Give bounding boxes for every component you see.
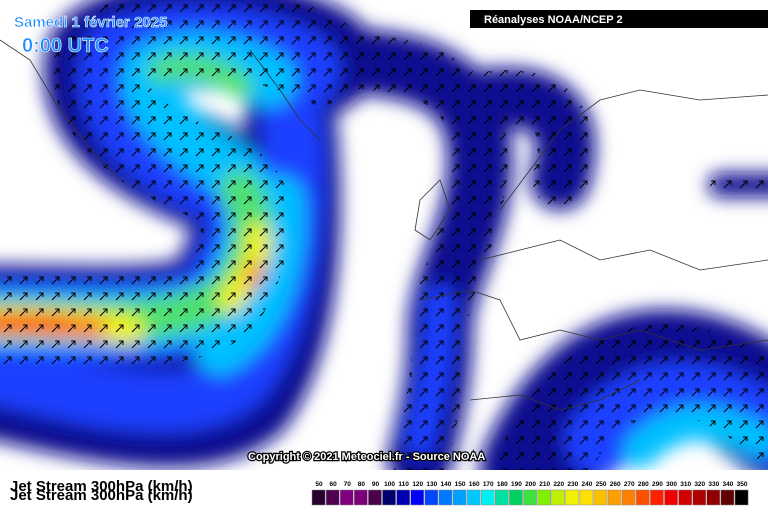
scale-label: 230 (567, 481, 578, 488)
scale-swatch (636, 489, 650, 506)
scale-swatch (551, 489, 566, 506)
color-scale: 50 60 70 80 90 100 110 120 130 140 150 160 170 180 190… (311, 481, 749, 506)
scale-label: 340 (723, 481, 734, 488)
scale-swatch (382, 489, 396, 506)
scale-label: 170 (483, 481, 494, 488)
scale-swatch (579, 489, 594, 506)
scale-swatch (438, 489, 453, 506)
source-text: Réanalyses NOAA/NCEP 2 (484, 14, 623, 26)
time-title: 0:00 UTC (22, 35, 109, 57)
scale-label: 240 (582, 481, 593, 488)
scale-swatch (466, 489, 481, 506)
scale-label: 160 (469, 481, 480, 488)
scale-swatch (593, 489, 608, 506)
coastlines (0, 39, 768, 411)
scale-label: 260 (610, 481, 621, 488)
scale-label: 290 (652, 481, 663, 488)
date-title: Samedi 1 février 2025 (14, 14, 167, 31)
scale-label: 140 (441, 481, 452, 488)
scale-label: 220 (553, 481, 564, 488)
legend-title-shadow: Jet Stream 300hPa (km/h) (10, 487, 193, 504)
legend-title: Jet Stream 300hPa (km/h) (10, 478, 193, 495)
scale-swatch (607, 489, 622, 506)
scale-swatch (311, 489, 326, 506)
scale-swatch (565, 489, 580, 506)
wind-arrows (0, 0, 768, 470)
scale-label: 210 (539, 481, 550, 488)
scale-label: 130 (426, 481, 437, 488)
scale-swatch (396, 489, 410, 506)
scale-swatch (509, 489, 523, 506)
scale-label: 270 (624, 481, 635, 488)
scale-label: 70 (344, 481, 352, 488)
scale-label: 190 (511, 481, 522, 488)
scale-label: 90 (372, 481, 380, 488)
copyright: Copyright © 2021 Meteociel.fr - Source N… (248, 451, 485, 463)
scale-swatch (410, 489, 425, 506)
scale-swatch (678, 489, 692, 506)
scale-label: 280 (638, 481, 649, 488)
scale-label: 120 (412, 481, 423, 488)
scale-label: 50 (315, 481, 323, 488)
scale-swatch (480, 489, 495, 506)
scale-label: 100 (384, 481, 395, 488)
scale-swatch (354, 489, 368, 506)
scale-swatch (621, 489, 636, 506)
scale-label: 320 (694, 481, 705, 488)
scale-swatch (734, 489, 749, 506)
scale-label: 150 (455, 481, 466, 488)
scale-swatch (339, 489, 354, 506)
scale-swatch (424, 489, 439, 506)
source-box (470, 10, 768, 28)
scale-swatch (523, 489, 537, 506)
scale-label: 80 (358, 481, 366, 488)
scale-label: 200 (525, 481, 536, 488)
scale-label: 60 (330, 481, 338, 488)
scale-label: 110 (398, 481, 409, 488)
scale-swatch (650, 489, 664, 506)
scale-swatch (720, 489, 735, 506)
scale-swatch (706, 489, 721, 506)
scale-swatch (325, 489, 340, 506)
scale-swatch (368, 489, 382, 506)
scale-swatch (495, 489, 509, 506)
scale-label: 180 (497, 481, 508, 488)
scale-label: 330 (708, 481, 719, 488)
scale-swatch (692, 489, 707, 506)
scale-label: 350 (737, 481, 748, 488)
scale-swatch (664, 489, 678, 506)
scale-label: 300 (666, 481, 677, 488)
scale-swatch (452, 489, 467, 506)
scale-swatch (537, 489, 551, 506)
scale-label: 310 (680, 481, 691, 488)
scale-label: 250 (596, 481, 607, 488)
